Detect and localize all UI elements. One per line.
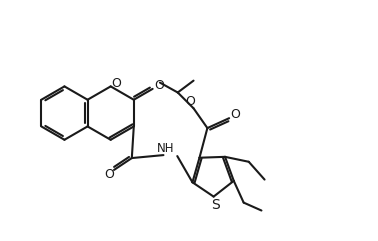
Text: O: O [104, 168, 114, 181]
Text: O: O [186, 95, 195, 108]
Text: O: O [230, 108, 240, 121]
Text: O: O [112, 77, 122, 90]
Text: O: O [155, 79, 164, 92]
Text: S: S [211, 198, 220, 212]
Text: NH: NH [156, 142, 174, 155]
